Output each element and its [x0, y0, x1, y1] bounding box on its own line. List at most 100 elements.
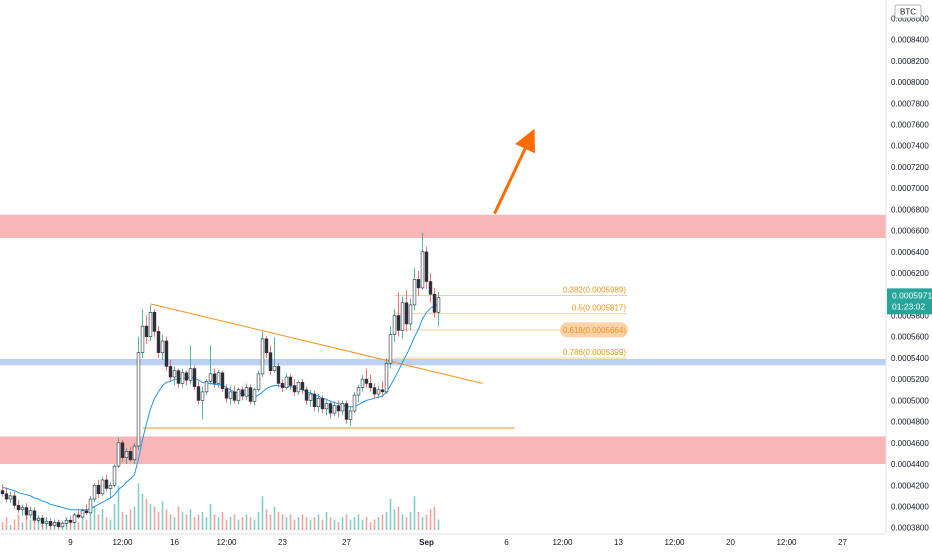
price-tick-label: 0.0004800 [891, 418, 929, 427]
volume-bar [433, 506, 436, 530]
candle-body [416, 279, 421, 289]
volume-bar [145, 498, 148, 530]
volume-bar [137, 483, 140, 530]
candle [168, 360, 173, 382]
candle [108, 482, 113, 498]
volume-bar [121, 511, 124, 530]
volume-bar [417, 511, 420, 530]
candle [184, 370, 189, 386]
arrow-layer [493, 128, 536, 215]
candle [436, 292, 441, 327]
candle [160, 334, 165, 361]
candle [200, 386, 205, 420]
candle-body [0, 490, 5, 495]
candle [228, 386, 233, 405]
candle-body [280, 383, 285, 388]
candle-body [360, 378, 365, 388]
volume-bar [93, 506, 96, 530]
volume-bar [29, 519, 32, 530]
volume-bar [41, 524, 44, 530]
candle-body [388, 334, 393, 364]
volume-bar [353, 517, 356, 530]
candle [284, 372, 289, 390]
candle [272, 336, 277, 373]
volume-bar [105, 517, 108, 530]
candle [252, 387, 257, 406]
candle-body [284, 376, 289, 388]
candle-body [208, 373, 213, 382]
candle [416, 270, 421, 297]
volume-bar [229, 517, 232, 530]
candle [180, 368, 185, 388]
volume-bar [185, 514, 188, 530]
candle-body [108, 484, 113, 489]
candle [192, 365, 197, 390]
candle [40, 514, 45, 527]
volume-bar [249, 517, 252, 530]
volume-bar [321, 519, 324, 530]
candle-body [316, 397, 321, 408]
volume-bar [245, 514, 248, 530]
candle [340, 400, 345, 416]
volume-bar [425, 514, 428, 530]
candle [28, 506, 33, 519]
candle-body [312, 393, 317, 408]
candle-body [428, 281, 433, 295]
candle [72, 512, 77, 524]
volume-bar [405, 517, 408, 530]
candle [68, 516, 73, 525]
candle [44, 517, 49, 527]
candle-body [76, 514, 81, 518]
candle-body [224, 388, 229, 399]
volume-bar [129, 509, 132, 530]
volume-bar [21, 522, 24, 530]
candle [368, 374, 373, 392]
bar-countdown: 01:23:02 [892, 301, 925, 311]
volume-bar [389, 498, 392, 530]
price-tick-label: 0.0007800 [891, 99, 929, 108]
candle-body [300, 382, 305, 391]
candle-body [240, 389, 245, 397]
price-tick-label: 0.0005600 [891, 333, 929, 342]
volume-bar [233, 514, 236, 530]
candle [144, 315, 149, 345]
price-tick-label: 0.0007200 [891, 163, 929, 172]
candle [324, 399, 329, 416]
volume-bar [141, 493, 144, 530]
candle-body [32, 510, 37, 521]
candle [8, 491, 13, 504]
candle [384, 357, 389, 395]
candle [152, 309, 157, 337]
volume-bar [181, 511, 184, 530]
candle-body [400, 302, 405, 331]
candle-body [96, 484, 101, 495]
price-tick-label: 0.0005200 [891, 375, 929, 384]
candle [316, 394, 321, 413]
candle [60, 521, 65, 529]
candle-body [356, 387, 361, 396]
volume-bar [169, 514, 172, 530]
price-tick-label: 0.0004400 [891, 460, 929, 469]
candle-body [136, 352, 141, 447]
candle-body [296, 382, 301, 393]
candle [360, 374, 365, 392]
candle-body [368, 383, 373, 388]
candle-body [64, 519, 69, 524]
price-axis: 0.0003800 0.0004000 0.0004200 0.0004400 0.00… [885, 0, 929, 534]
candle [88, 495, 93, 514]
candle-body [192, 368, 197, 387]
candle-body [92, 484, 97, 500]
candle [408, 298, 413, 331]
fibonacci-layer: 0.382(0.0005989) 0.5(0.0005817) 0.618(0.00… [394, 285, 628, 359]
volume-bar [329, 517, 332, 530]
candle-body [16, 505, 21, 510]
volume-bar [293, 519, 296, 530]
candle [236, 387, 241, 405]
candle [112, 464, 117, 488]
volume-bar [393, 509, 396, 530]
currency-badge[interactable] [894, 4, 922, 19]
candle-body [380, 389, 385, 393]
candle [268, 345, 273, 375]
